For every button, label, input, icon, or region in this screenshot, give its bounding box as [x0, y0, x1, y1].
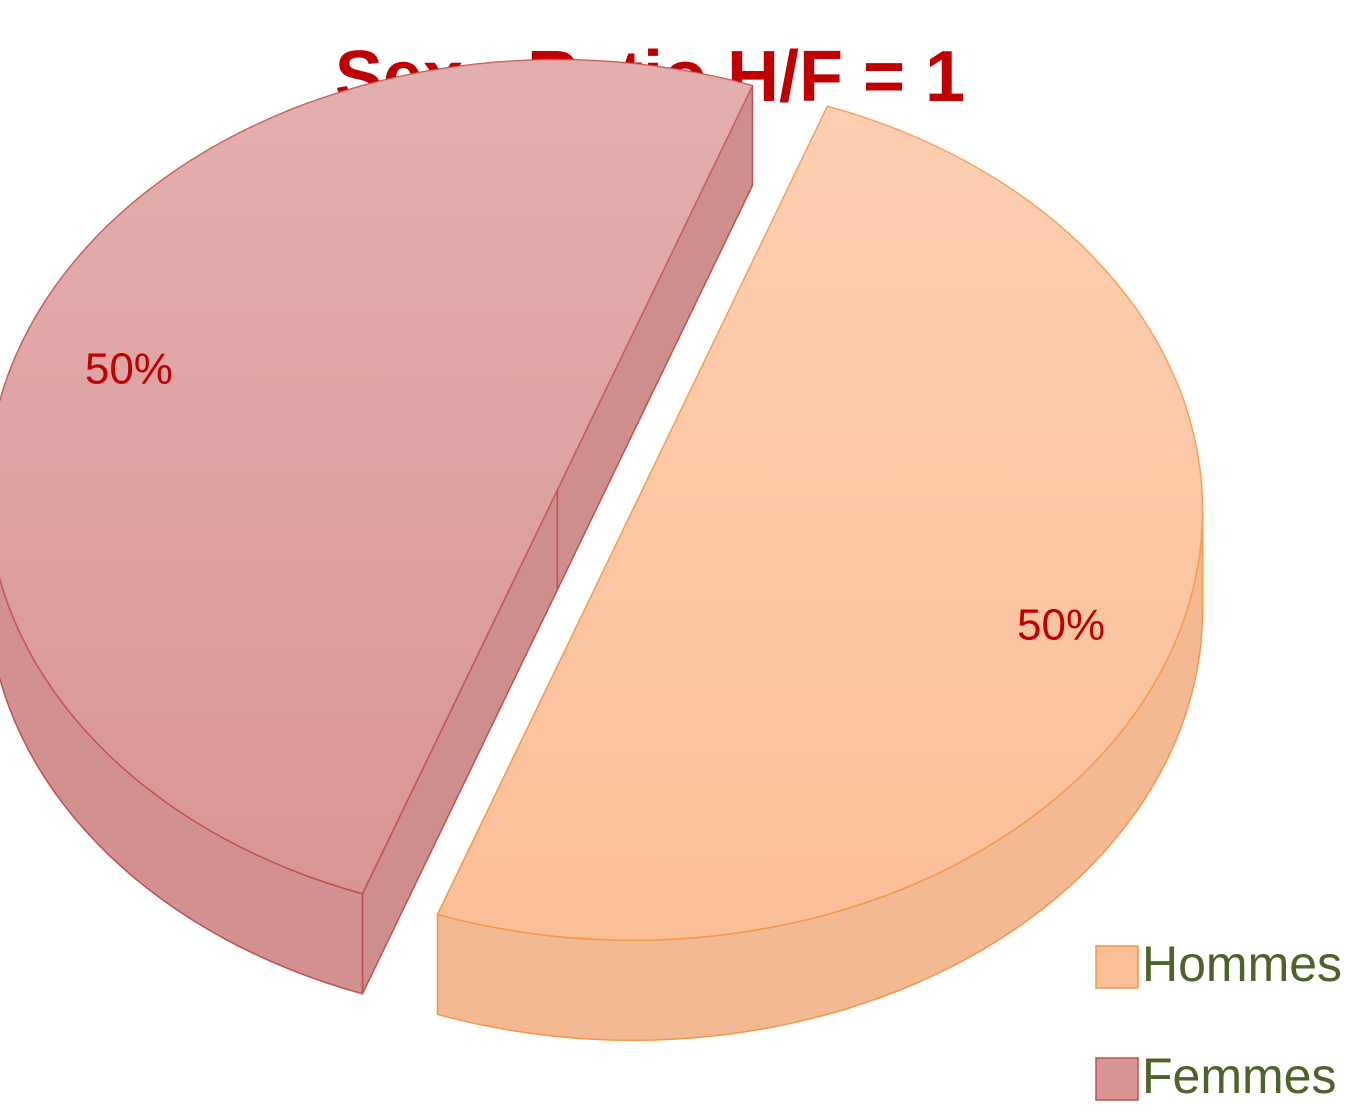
legend-swatch — [1095, 1057, 1139, 1101]
data-label: 50% — [85, 345, 173, 394]
slice-shine — [437, 106, 1203, 941]
data-label: 50% — [1017, 601, 1105, 650]
legend-swatch — [1095, 945, 1139, 989]
legend-label: Hommes — [1142, 936, 1342, 992]
slice-shine — [0, 59, 753, 894]
legend-label: Femmes — [1142, 1048, 1336, 1104]
